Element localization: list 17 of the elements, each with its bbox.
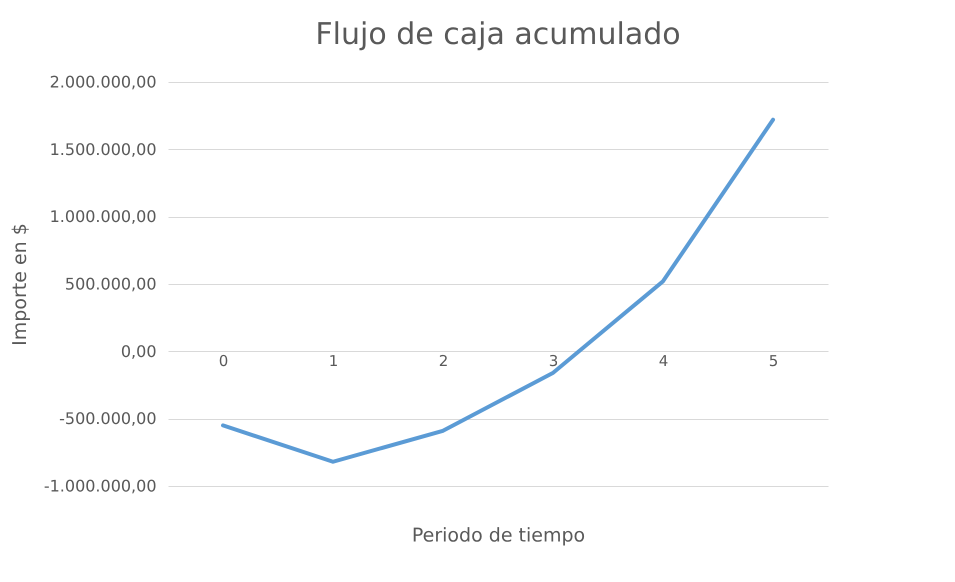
y-tick-label: 500.000,00 xyxy=(64,274,156,294)
y-axis-title: Importe en $ xyxy=(8,223,31,346)
x-tick-label: 3 xyxy=(548,352,558,370)
x-axis-title: Periodo de tiempo xyxy=(412,524,586,546)
x-tick-label: 1 xyxy=(328,352,338,370)
x-tick-label: 4 xyxy=(658,352,668,370)
y-tick-label: 0,00 xyxy=(120,342,156,361)
y-tick-label: -500.000,00 xyxy=(59,409,156,428)
x-tick-label: 2 xyxy=(438,352,448,370)
x-tick-label: 0 xyxy=(218,352,228,370)
y-tick-label: -1.000.000,00 xyxy=(44,476,156,496)
x-tick-label: 5 xyxy=(768,352,778,370)
chart-title: Flujo de caja acumulado xyxy=(315,17,681,52)
y-tick-label: 2.000.000,00 xyxy=(50,72,156,92)
y-tick-label: 1.000.000,00 xyxy=(50,207,156,226)
y-tick-label: 1.500.000,00 xyxy=(50,140,156,159)
line-series xyxy=(221,118,775,464)
